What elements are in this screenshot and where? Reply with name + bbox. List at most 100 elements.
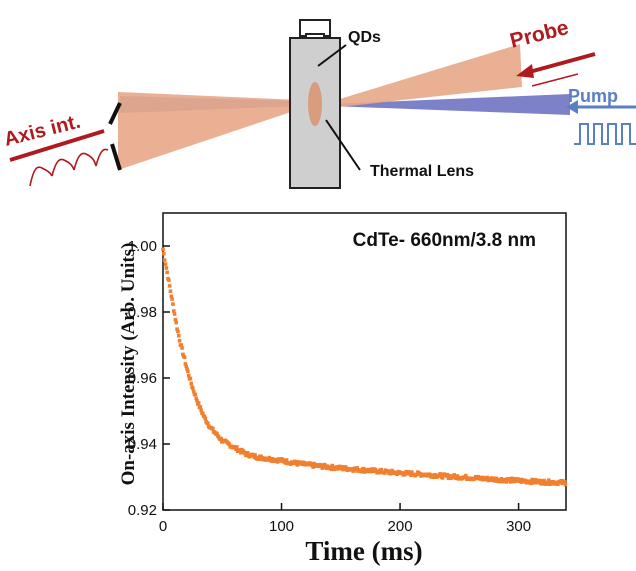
- label-probe: Probe: [508, 16, 571, 53]
- data-point: [455, 474, 460, 478]
- data-point: [163, 262, 168, 266]
- probe-arrow: [521, 52, 596, 76]
- data-point: [340, 465, 345, 469]
- data-point: [439, 472, 443, 477]
- data-point: [168, 289, 173, 294]
- data-point: [186, 373, 191, 378]
- chart-annotation: CdTe- 660nm/3.8 nm: [353, 230, 536, 251]
- data-point: [388, 471, 393, 476]
- data-point: [227, 442, 232, 447]
- data-point: [191, 389, 196, 394]
- data-point: [183, 362, 188, 366]
- label-pump: Pump: [568, 86, 618, 106]
- data-point: [542, 479, 547, 484]
- data-point: [177, 338, 182, 343]
- data-point: [193, 392, 198, 397]
- data-point: [182, 355, 187, 360]
- data-point: [508, 480, 513, 484]
- data-point: [454, 476, 458, 481]
- axis-ticks: 0 100 200 300 0.92 0.94 0.96 0.98 1.00: [128, 238, 531, 535]
- data-point: [206, 421, 210, 426]
- x-tick-label: 200: [388, 518, 413, 535]
- data-point: [563, 482, 568, 487]
- setup-diagram: QDs Thermal Lens Probe Pump Axis int.: [2, 16, 636, 189]
- data-point: [179, 343, 184, 347]
- data-point: [244, 453, 248, 458]
- data-point: [198, 405, 203, 409]
- data-point: [235, 445, 239, 449]
- qds-pointer: [317, 44, 347, 67]
- data-point: [195, 398, 199, 403]
- data-point: [176, 333, 181, 338]
- label-thermal-lens: Thermal Lens: [370, 163, 474, 180]
- y-tick-label: 0.98: [128, 304, 157, 321]
- data-point: [330, 463, 335, 468]
- x-axis-title: Time (ms): [305, 536, 422, 566]
- data-point: [202, 414, 207, 419]
- data-point: [215, 431, 219, 436]
- data-point: [379, 467, 384, 472]
- pump-square-wave: [574, 123, 636, 145]
- data-point: [219, 436, 223, 441]
- data-point: [167, 278, 171, 282]
- y-tick-label: 0.92: [128, 502, 157, 519]
- data-point: [547, 478, 551, 482]
- data-point: [162, 258, 167, 262]
- data-point: [188, 376, 193, 381]
- data-point: [174, 320, 179, 325]
- data-point: [445, 472, 450, 477]
- data-point: [537, 478, 542, 483]
- data-point: [284, 458, 289, 462]
- data-point: [170, 297, 174, 301]
- data-series: [161, 247, 568, 487]
- x-tick-label: 100: [269, 518, 294, 535]
- probe-arrowhead: [516, 64, 534, 78]
- data-point: [529, 481, 534, 486]
- data-point: [189, 381, 194, 386]
- data-point: [203, 416, 208, 421]
- data-point: [325, 464, 330, 469]
- data-point: [169, 294, 174, 299]
- y-axis-title: On-axis Intensity (Arb. Units): [118, 243, 139, 486]
- data-point: [180, 346, 184, 350]
- data-point: [329, 467, 334, 472]
- data-point: [540, 482, 544, 486]
- data-point: [210, 426, 215, 431]
- data-point: [175, 327, 179, 331]
- y-tick-label: 0.96: [128, 370, 157, 387]
- plot-frame: [162, 212, 567, 511]
- x-tick-label: 300: [506, 518, 531, 535]
- data-point: [355, 466, 359, 470]
- cuvette: [289, 19, 341, 189]
- data-point: [171, 302, 175, 306]
- data-point: [176, 329, 180, 334]
- data-point: [172, 312, 177, 316]
- pump-arrowhead: [566, 100, 578, 114]
- data-point: [161, 247, 165, 252]
- data-point: [433, 473, 437, 477]
- data-point: [295, 463, 300, 467]
- data-point: [201, 411, 205, 416]
- data-point: [360, 469, 364, 474]
- data-point: [173, 317, 178, 322]
- data-point: [256, 457, 261, 461]
- data-point: [440, 476, 445, 480]
- data-point: [253, 453, 257, 457]
- x-tick-label: 0: [159, 518, 167, 535]
- data-point: [410, 470, 414, 474]
- data-point: [164, 266, 169, 270]
- data-point: [171, 309, 176, 313]
- axis-decay-wave: [29, 148, 109, 187]
- data-point: [556, 482, 560, 487]
- data-point: [191, 386, 195, 391]
- data-point: [186, 369, 190, 374]
- y-tick-label: 1.00: [128, 238, 157, 255]
- data-point: [199, 408, 203, 413]
- data-point: [196, 401, 201, 405]
- data-point: [162, 251, 166, 256]
- data-point: [267, 455, 272, 460]
- probe-signal-line: [531, 73, 579, 87]
- label-qds: QDs: [348, 29, 381, 46]
- chart: 0 100 200 300 0.92 0.94 0.96 0.98 1.00 CdTe- 660…: [118, 212, 568, 566]
